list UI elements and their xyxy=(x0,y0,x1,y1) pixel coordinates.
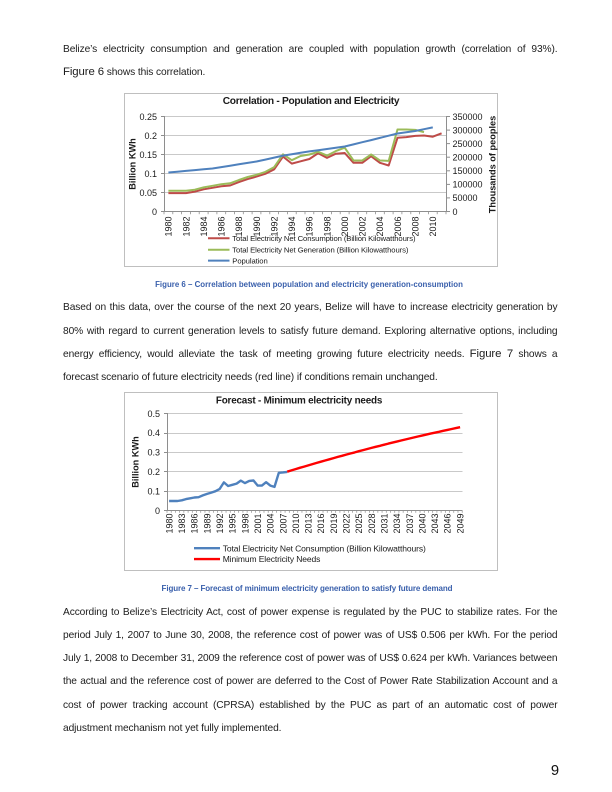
svg-text:2034: 2034 xyxy=(392,514,402,534)
svg-text:0: 0 xyxy=(155,506,160,516)
svg-text:1996: 1996 xyxy=(305,217,315,237)
svg-text:Population: Population xyxy=(232,257,267,266)
svg-text:0.3: 0.3 xyxy=(147,448,160,458)
svg-text:2006: 2006 xyxy=(393,217,403,237)
svg-text:0: 0 xyxy=(453,207,458,217)
svg-text:0.25: 0.25 xyxy=(139,112,157,122)
svg-text:0.1: 0.1 xyxy=(147,486,160,496)
svg-text:Billion KWh: Billion KWh xyxy=(128,138,138,190)
svg-text:300000: 300000 xyxy=(453,125,483,135)
svg-text:2001: 2001 xyxy=(253,514,263,534)
svg-text:Thousands of peoples: Thousands of peoples xyxy=(488,116,498,214)
svg-text:2025: 2025 xyxy=(354,514,364,534)
svg-text:0.05: 0.05 xyxy=(139,188,157,198)
svg-text:0: 0 xyxy=(152,207,157,217)
svg-text:2004: 2004 xyxy=(375,217,385,237)
svg-text:1998: 1998 xyxy=(322,217,332,237)
svg-text:2000: 2000 xyxy=(340,217,350,237)
svg-text:Minimum Electricity Needs: Minimum Electricity Needs xyxy=(223,554,321,564)
svg-text:1986: 1986 xyxy=(217,217,227,237)
svg-text:50000: 50000 xyxy=(453,193,478,203)
svg-text:0.5: 0.5 xyxy=(147,409,160,419)
svg-text:1984: 1984 xyxy=(199,217,209,237)
svg-text:2037: 2037 xyxy=(405,514,415,534)
svg-text:2007: 2007 xyxy=(278,514,288,534)
svg-text:1992: 1992 xyxy=(215,514,225,534)
svg-text:2043: 2043 xyxy=(430,514,440,534)
svg-text:2046: 2046 xyxy=(443,514,453,534)
svg-text:100000: 100000 xyxy=(453,180,483,190)
svg-text:2010: 2010 xyxy=(428,217,438,237)
svg-text:2019: 2019 xyxy=(329,514,339,534)
svg-text:0.1: 0.1 xyxy=(144,169,157,179)
svg-text:Correlation - Population and E: Correlation - Population and Electricity xyxy=(223,96,400,107)
svg-text:1982: 1982 xyxy=(181,217,191,237)
svg-text:1988: 1988 xyxy=(234,217,244,237)
svg-text:2031: 2031 xyxy=(379,514,389,534)
svg-text:1998: 1998 xyxy=(240,514,250,534)
svg-text:2049: 2049 xyxy=(455,514,465,534)
svg-text:0.4: 0.4 xyxy=(147,428,160,438)
svg-text:0.2: 0.2 xyxy=(144,131,157,141)
svg-text:1980: 1980 xyxy=(164,217,174,237)
svg-text:1995: 1995 xyxy=(228,514,238,534)
svg-text:2002: 2002 xyxy=(358,217,368,237)
svg-text:1990: 1990 xyxy=(252,217,262,237)
svg-text:Forecast - Minimum electricity: Forecast - Minimum electricity needs xyxy=(216,396,383,407)
svg-text:1992: 1992 xyxy=(270,217,280,237)
svg-text:0.2: 0.2 xyxy=(147,467,160,477)
svg-text:2016: 2016 xyxy=(316,514,326,534)
svg-text:2004: 2004 xyxy=(266,514,276,534)
svg-text:2040: 2040 xyxy=(417,514,427,534)
svg-text:2008: 2008 xyxy=(411,217,421,237)
svg-text:250000: 250000 xyxy=(453,139,483,149)
svg-text:200000: 200000 xyxy=(453,153,483,163)
svg-text:1989: 1989 xyxy=(202,514,212,534)
svg-text:1980: 1980 xyxy=(164,514,174,534)
svg-text:1994: 1994 xyxy=(287,217,297,237)
svg-text:1983: 1983 xyxy=(177,514,187,534)
svg-text:Total Electricity Net Consumpt: Total Electricity Net Consumption (Billi… xyxy=(232,234,416,243)
svg-text:2010: 2010 xyxy=(291,514,301,534)
svg-text:0.15: 0.15 xyxy=(139,150,157,160)
svg-text:150000: 150000 xyxy=(453,166,483,176)
svg-text:Billion KWh: Billion KWh xyxy=(131,436,141,488)
svg-text:Total Electricity Net Consumpt: Total Electricity Net Consumption (Billi… xyxy=(223,543,426,553)
svg-text:1986: 1986 xyxy=(190,514,200,534)
svg-text:2013: 2013 xyxy=(304,514,314,534)
svg-text:350000: 350000 xyxy=(453,112,483,122)
svg-text:Total Electricity Net Generati: Total Electricity Net Generation (Billio… xyxy=(232,246,409,255)
svg-text:2022: 2022 xyxy=(342,514,352,534)
svg-text:2028: 2028 xyxy=(367,514,377,534)
